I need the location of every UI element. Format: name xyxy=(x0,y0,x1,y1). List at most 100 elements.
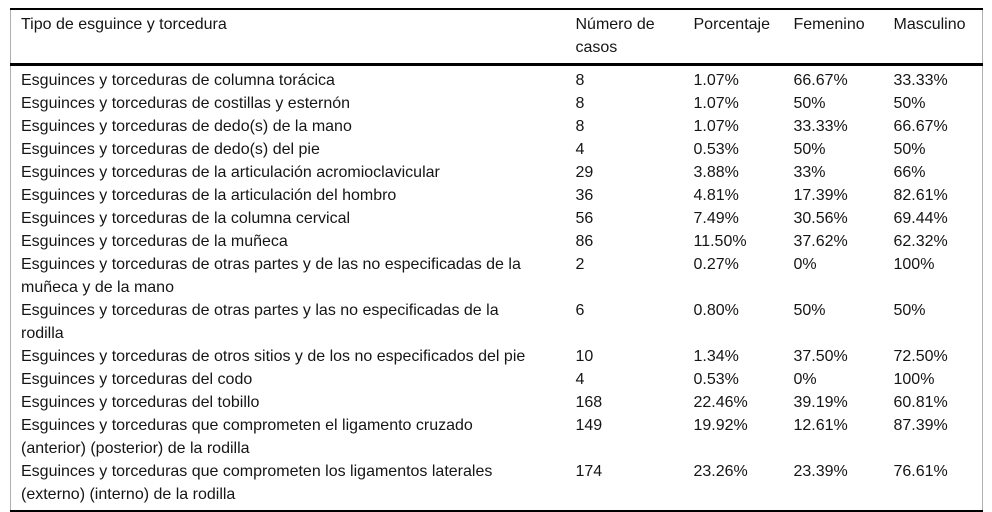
cell-porcentaje: 22.46% xyxy=(693,394,748,411)
table-row: Esguinces y torceduras de otros sitios y… xyxy=(11,345,983,368)
cell-casos: 8 xyxy=(575,72,585,89)
cell-casos: 168 xyxy=(575,394,603,411)
cell-porcentaje: 1.07% xyxy=(693,95,739,112)
cell-porcentaje: 23.26% xyxy=(693,463,748,480)
cell-tipo: Esguinces y torceduras de dedo(s) de la … xyxy=(21,118,352,135)
cell-tipo: Esguinces y torceduras de la columna cer… xyxy=(21,210,351,227)
cell-femenino: 66.67% xyxy=(793,72,848,89)
table-body: Esguinces y torceduras de columna toráci… xyxy=(11,65,983,512)
cell-porcentaje: 1.07% xyxy=(693,72,739,89)
cell-masculino: 50% xyxy=(893,302,926,319)
cell-porcentaje: 1.07% xyxy=(693,118,739,135)
cell-casos: 174 xyxy=(575,463,603,480)
cell-masculino: 82.61% xyxy=(893,187,948,204)
sprains-strains-table-container: Tipo de esguince y torcedura Número de c… xyxy=(10,8,983,512)
cell-casos: 4 xyxy=(575,141,585,158)
table-row: Esguinces y torceduras de dedo(s) del pi… xyxy=(11,138,983,161)
sprains-strains-table: Tipo de esguince y torcedura Número de c… xyxy=(10,8,983,512)
cell-porcentaje: 7.49% xyxy=(693,210,739,227)
cell-femenino: 37.62% xyxy=(793,233,848,250)
cell-casos: 4 xyxy=(575,371,585,388)
table-row: Esguinces y torceduras del tobillo 168 2… xyxy=(11,391,983,414)
cell-femenino: 33.33% xyxy=(793,118,848,135)
cell-femenino: 17.39% xyxy=(793,187,848,204)
cell-tipo: Esguinces y torceduras de la articulació… xyxy=(21,164,440,181)
cell-porcentaje: 11.50% xyxy=(693,233,747,250)
cell-femenino: 50% xyxy=(793,95,826,112)
cell-tipo: Esguinces y torceduras de otras partes y… xyxy=(21,302,499,342)
cell-masculino: 87.39% xyxy=(893,417,948,434)
cell-masculino: 66.67% xyxy=(893,118,948,135)
cell-femenino: 30.56% xyxy=(793,210,848,227)
header-row: Tipo de esguince y torcedura Número de c… xyxy=(10,9,983,66)
table-row: Esguinces y torceduras de otras partes y… xyxy=(11,253,983,299)
table-row: Esguinces y torceduras de la articulació… xyxy=(11,184,983,207)
cell-femenino: 0% xyxy=(793,371,817,388)
cell-tipo: Esguinces y torceduras que comprometen l… xyxy=(21,463,493,503)
cell-femenino: 39.19% xyxy=(793,394,848,411)
table-row: Esguinces y torceduras de la columna cer… xyxy=(11,207,983,230)
cell-masculino: 100% xyxy=(893,371,935,388)
cell-tipo: Esguinces y torceduras de dedo(s) del pi… xyxy=(21,141,320,158)
cell-masculino: 62.32% xyxy=(893,233,948,250)
cell-casos: 56 xyxy=(575,210,594,227)
table-row: Esguinces y torceduras de columna toráci… xyxy=(11,65,983,93)
cell-casos: 8 xyxy=(575,95,585,112)
cell-masculino: 76.61% xyxy=(893,463,948,480)
cell-porcentaje: 0.53% xyxy=(693,371,739,388)
cell-masculino: 50% xyxy=(893,95,926,112)
table-row: Esguinces y torceduras de la muñeca 86 1… xyxy=(11,230,983,253)
column-header-casos: Número de casos xyxy=(575,9,694,66)
table-row: Esguinces y torceduras que comprometen l… xyxy=(11,460,983,511)
table-row: Esguinces y torceduras de costillas y es… xyxy=(11,92,983,115)
column-header-masculino: Masculino xyxy=(893,9,983,66)
cell-tipo: Esguinces y torceduras de columna toráci… xyxy=(21,72,335,89)
cell-femenino: 0% xyxy=(793,256,817,273)
cell-casos: 149 xyxy=(575,417,603,434)
cell-masculino: 100% xyxy=(893,256,935,273)
cell-porcentaje: 19.92% xyxy=(693,417,748,434)
cell-porcentaje: 0.27% xyxy=(693,256,739,273)
table-row: Esguinces y torceduras de otras partes y… xyxy=(11,299,983,345)
table-row: Esguinces y torceduras de dedo(s) de la … xyxy=(11,115,983,138)
cell-tipo: Esguinces y torceduras de la muñeca xyxy=(21,233,288,250)
table-row: Esguinces y torceduras del codo 4 0.53% … xyxy=(11,368,983,391)
cell-porcentaje: 3.88% xyxy=(693,164,739,181)
cell-tipo: Esguinces y torceduras del tobillo xyxy=(21,394,260,411)
cell-tipo: Esguinces y torceduras del codo xyxy=(21,371,253,388)
cell-masculino: 50% xyxy=(893,141,926,158)
cell-femenino: 12.61% xyxy=(793,417,848,434)
cell-femenino: 50% xyxy=(793,302,826,319)
cell-masculino: 72.50% xyxy=(893,348,948,365)
cell-casos: 10 xyxy=(575,348,594,365)
cell-masculino: 66% xyxy=(893,164,926,181)
cell-tipo: Esguinces y torceduras de la articulació… xyxy=(21,187,397,204)
cell-femenino: 33% xyxy=(793,164,826,181)
cell-masculino: 60.81% xyxy=(893,394,948,411)
cell-casos: 86 xyxy=(575,233,594,250)
cell-casos: 6 xyxy=(575,302,585,319)
cell-tipo: Esguinces y torceduras de costillas y es… xyxy=(21,95,351,112)
cell-casos: 36 xyxy=(575,187,594,204)
cell-casos: 2 xyxy=(575,256,585,273)
cell-casos: 8 xyxy=(575,118,585,135)
table-row: Esguinces y torceduras de la articulació… xyxy=(11,161,983,184)
cell-tipo: Esguinces y torceduras que comprometen e… xyxy=(21,417,473,457)
cell-tipo: Esguinces y torceduras de otros sitios y… xyxy=(21,348,526,365)
cell-porcentaje: 4.81% xyxy=(693,187,739,204)
cell-casos: 29 xyxy=(575,164,594,181)
column-header-porcentaje: Porcentaje xyxy=(693,9,794,66)
table-row: Esguinces y torceduras que comprometen e… xyxy=(11,414,983,460)
cell-femenino: 37.50% xyxy=(793,348,848,365)
cell-porcentaje: 0.80% xyxy=(693,302,739,319)
cell-masculino: 69.44% xyxy=(893,210,948,227)
cell-tipo: Esguinces y torceduras de otras partes y… xyxy=(21,256,521,296)
column-header-tipo: Tipo de esguince y torcedura xyxy=(10,9,576,66)
cell-masculino: 33.33% xyxy=(893,72,948,89)
cell-femenino: 23.39% xyxy=(793,463,848,480)
column-header-femenino: Femenino xyxy=(793,9,894,66)
cell-porcentaje: 0.53% xyxy=(693,141,739,158)
cell-porcentaje: 1.34% xyxy=(693,348,739,365)
table-header: Tipo de esguince y torcedura Número de c… xyxy=(10,9,983,66)
cell-femenino: 50% xyxy=(793,141,826,158)
